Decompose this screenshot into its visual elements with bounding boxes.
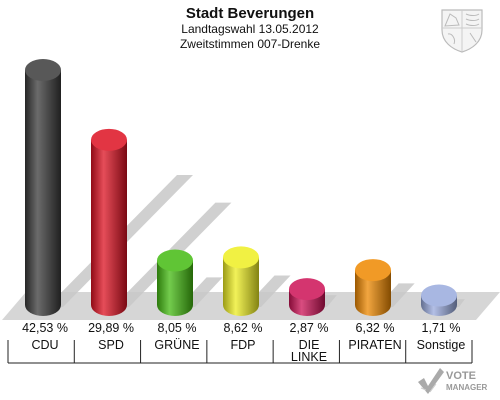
category-label: LINKE [291,350,327,364]
category-label: PIRATEN [348,338,401,352]
value-label: 1,71 % [422,321,461,335]
value-labels: 42,53 % 29,89 % 8,05 % 8,62 % 2,87 % 6,32 % 1,… [22,321,460,335]
category-label: CDU [31,338,58,352]
bar-gr-ne [157,249,193,316]
vote-manager-logo: VOTE MANAGER [418,368,488,394]
bar-piraten [355,259,391,316]
logo-manager-text: MANAGER [446,383,488,392]
logo-vote-text: VOTE [446,370,476,382]
category-label: SPD [98,338,124,352]
checkmark-icon [418,368,444,394]
chart-subtitle-district: Zweitstimmen 007-Drenke [179,37,321,51]
category-label: Sonstige [417,338,466,352]
bar-sonstige [421,284,457,316]
value-label: 2,87 % [290,321,329,335]
chart-subtitle-election: Landtagswahl 13.05.2012 [181,22,319,36]
value-label: 6,32 % [356,321,395,335]
bar-spd [91,128,127,316]
nrw-coat-of-arms-icon [441,9,483,53]
bar-die-linke [289,278,325,316]
category-label: GRÜNE [154,338,199,352]
chart-title: Stadt Beverungen [185,5,315,22]
category-label: FDP [231,338,256,352]
value-label: 8,62 % [224,321,263,335]
value-label: 29,89 % [88,321,134,335]
bar-cdu [25,59,61,316]
bar-fdp [223,246,259,316]
value-label: 8,05 % [158,321,197,335]
value-label: 42,53 % [22,321,68,335]
chart-header: Stadt Beverungen Landtagswahl 13.05.2012… [0,0,500,52]
bar-series [25,59,457,316]
category-label: DIE [299,338,320,352]
